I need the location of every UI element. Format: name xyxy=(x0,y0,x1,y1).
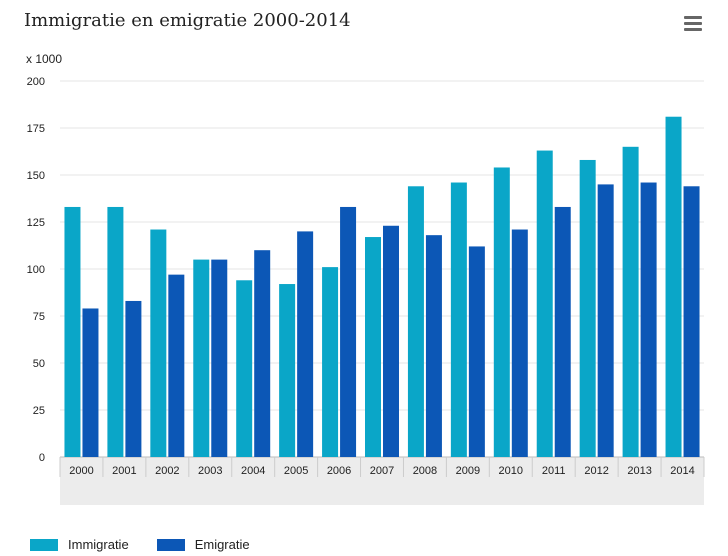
x-tick-label: 2012 xyxy=(584,465,608,477)
bar-emigratie xyxy=(597,184,614,457)
bar-emigratie xyxy=(425,235,442,457)
y-tick-label: 25 xyxy=(33,405,45,417)
x-tick-label: 2002 xyxy=(155,465,179,477)
bar-immigratie xyxy=(493,167,510,458)
bar-emigratie xyxy=(82,308,99,457)
x-tick-label: 2007 xyxy=(370,465,394,477)
bar-chart: 0 25 50 75 100 125 150 175 200 2000 2001 2002 2003 20… xyxy=(27,76,705,505)
x-tick-label: 2011 xyxy=(542,465,566,477)
y-tick-label: 175 xyxy=(27,123,45,135)
y-tick-label: 0 xyxy=(39,452,45,464)
legend-label-immigratie: Immigratie xyxy=(68,537,129,552)
chart-legend: Immigratie Emigratie xyxy=(30,537,278,552)
bar-emigratie xyxy=(340,206,357,457)
bar-immigratie xyxy=(665,116,682,457)
bar-immigratie xyxy=(536,150,553,457)
x-tick-label: 2006 xyxy=(327,465,351,477)
bar-emigratie xyxy=(468,246,485,457)
menu-line xyxy=(684,16,702,19)
bar-immigratie xyxy=(279,284,296,457)
y-tick-label: 75 xyxy=(33,311,45,323)
bar-immigratie xyxy=(365,237,381,457)
legend-swatch-immigratie xyxy=(30,538,58,551)
y-tick-label: 150 xyxy=(27,170,45,182)
bar-immigratie xyxy=(622,146,639,458)
bar-emigratie xyxy=(254,250,271,457)
bar-immigratie xyxy=(450,182,467,457)
legend-swatch-emigratie xyxy=(156,538,185,551)
bar-immigratie xyxy=(64,206,81,457)
bar-emigratie xyxy=(211,259,228,457)
y-axis-unit-label: x 1000 xyxy=(26,52,63,66)
x-tick-label: 2010 xyxy=(499,465,523,477)
chart-title: Immigratie en emigratie 2000-2014 xyxy=(24,10,351,31)
y-tick-label: 125 xyxy=(27,217,45,229)
x-tick-label: 2013 xyxy=(627,465,651,477)
bar-immigratie xyxy=(193,259,210,457)
x-tick-label: 2000 xyxy=(69,465,93,477)
x-tick-label: 2009 xyxy=(456,465,480,477)
x-tick-label: 2003 xyxy=(198,465,222,477)
menu-line xyxy=(684,28,702,31)
bar-immigratie xyxy=(150,229,167,457)
bar-emigratie xyxy=(125,300,142,457)
legend-item-immigratie[interactable]: Immigratie xyxy=(30,537,129,552)
x-tick-label: 2008 xyxy=(413,465,437,477)
legend-label-emigratie: Emigratie xyxy=(194,537,250,552)
bar-immigratie xyxy=(107,206,124,457)
y-tick-label: 200 xyxy=(27,76,45,88)
x-tick-label: 2001 xyxy=(112,465,136,477)
bar-emigratie xyxy=(640,182,657,457)
legend-item-emigratie[interactable]: Emigratie xyxy=(156,537,250,552)
x-tick-label: 2004 xyxy=(241,465,265,477)
bar-immigratie xyxy=(322,267,339,457)
x-tick-label: 2014 xyxy=(670,465,694,477)
bar-immigratie xyxy=(236,280,253,457)
bar-immigratie xyxy=(407,186,424,457)
bar-emigratie xyxy=(511,229,528,457)
bar-emigratie xyxy=(383,225,399,457)
bar-emigratie xyxy=(168,274,185,457)
bar-emigratie xyxy=(297,231,314,457)
x-tick-label: 2005 xyxy=(284,465,308,477)
hamburger-menu-icon[interactable] xyxy=(684,16,702,32)
y-tick-label: 100 xyxy=(27,264,45,276)
bar-immigratie xyxy=(579,159,596,457)
bar-emigratie xyxy=(554,206,571,457)
x-axis-band xyxy=(60,457,704,505)
bar-emigratie xyxy=(683,186,700,457)
menu-line xyxy=(684,22,702,25)
y-tick-label: 50 xyxy=(33,358,45,370)
